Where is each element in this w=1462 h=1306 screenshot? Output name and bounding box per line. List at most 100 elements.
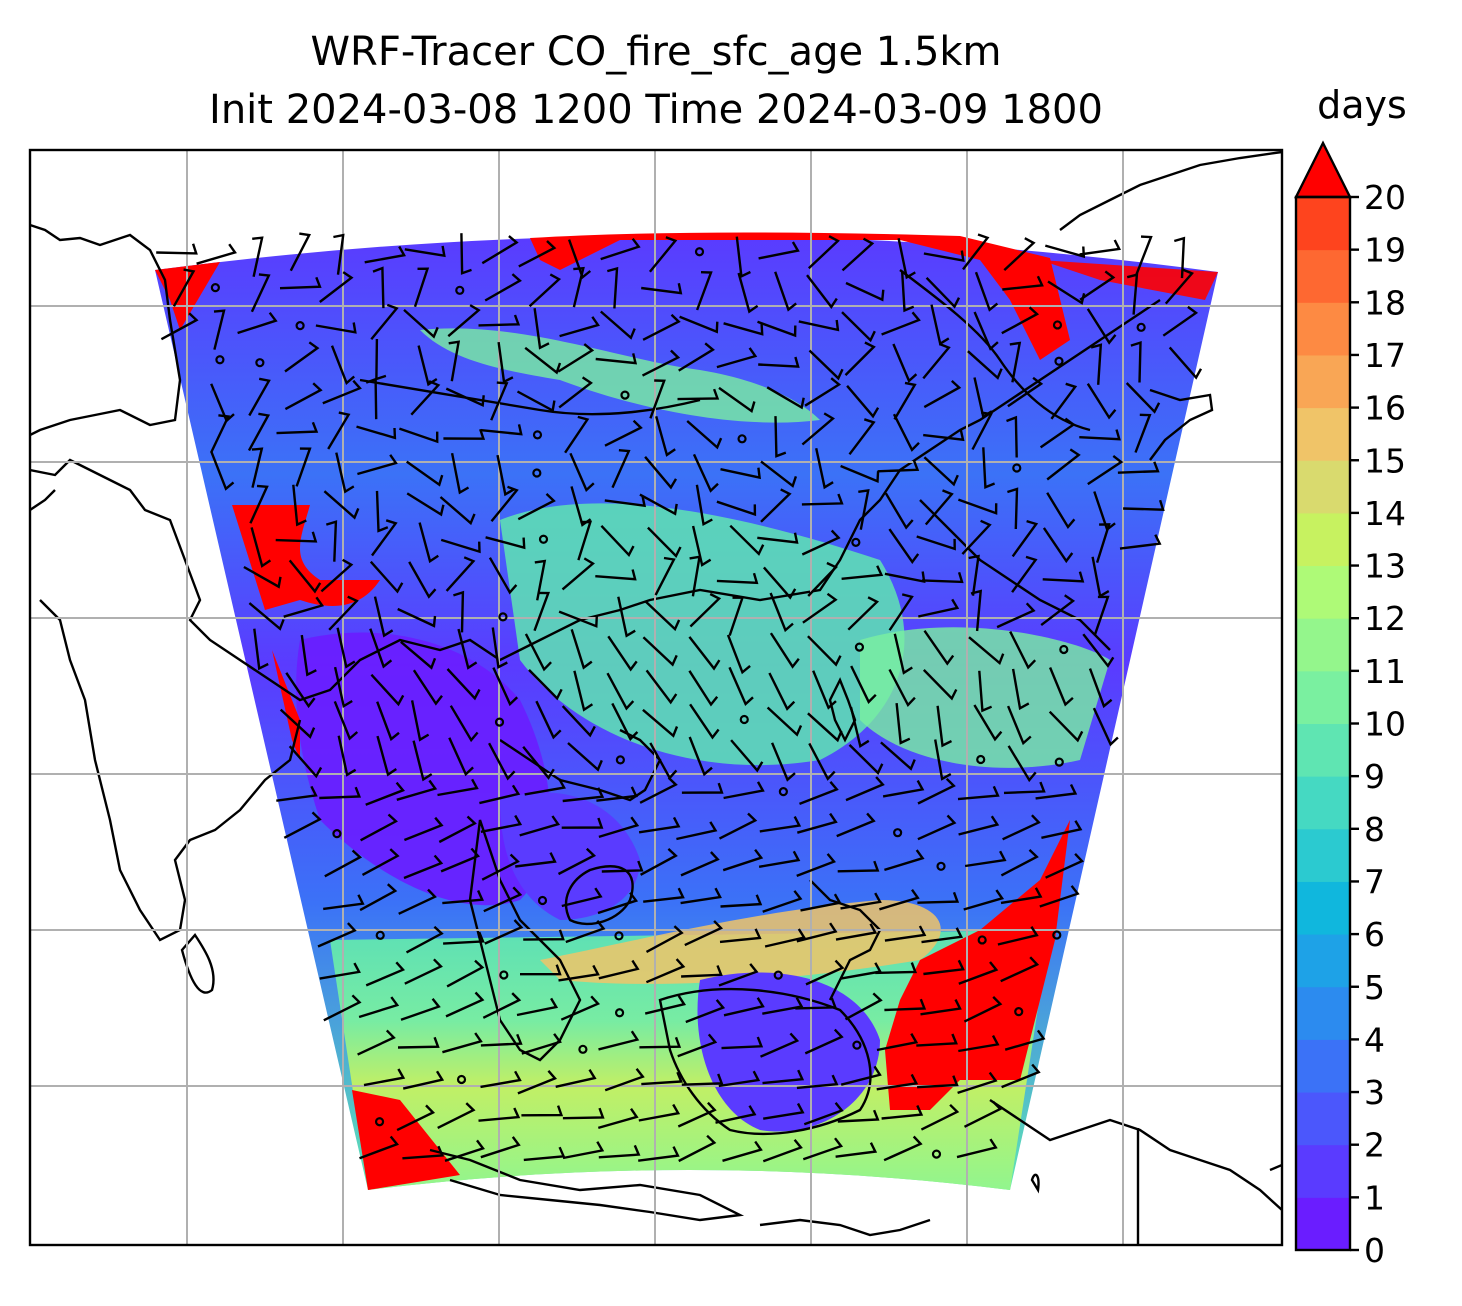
wind-barb: [572, 266, 585, 308]
wind-barb: [396, 1104, 436, 1132]
wind-barb: [963, 889, 1005, 911]
wind-barb: [762, 1069, 805, 1085]
wind-barb: [677, 1033, 718, 1058]
wind-barb: [1040, 594, 1076, 627]
wind-barb: [770, 742, 796, 782]
wind-barb: [922, 342, 951, 380]
wind-barb: [808, 349, 844, 381]
wind-barb: [478, 314, 521, 327]
wind-barb: [774, 271, 797, 312]
wind-barb: [490, 485, 519, 523]
wind-barb: [320, 558, 354, 593]
wind-barb: [723, 781, 765, 800]
wind-barb: [604, 1068, 645, 1092]
wind-barb: [762, 1138, 803, 1163]
wind-barb: [519, 815, 561, 837]
wind-barb: [840, 1065, 882, 1086]
wind-barb: [370, 303, 399, 341]
wind-barb: [681, 965, 723, 978]
wind-barb: [641, 283, 683, 295]
wind-barb: [917, 1075, 959, 1089]
wind-barb: [884, 998, 927, 1012]
calm-wind-marker: [1054, 757, 1064, 767]
wind-barb: [798, 319, 840, 332]
wind-barb: [279, 708, 316, 739]
calm-wind-marker: [1014, 1007, 1024, 1017]
calm-wind-marker: [1052, 320, 1063, 330]
wind-barb: [448, 737, 474, 777]
wind-barb: [480, 1033, 523, 1047]
wind-barb: [685, 999, 726, 1024]
wind-barb: [478, 1107, 521, 1122]
wind-barb: [1045, 852, 1085, 879]
wind-barb: [1088, 668, 1113, 709]
wind-barb: [535, 700, 562, 740]
wind-barb: [156, 243, 198, 255]
wind-barb: [895, 702, 911, 745]
wind-barb: [881, 311, 921, 336]
colorbar-tick-label: 8: [1364, 810, 1385, 849]
colorbar-tick-label: 17: [1364, 336, 1406, 375]
wind-barb: [319, 786, 362, 800]
wind-barb: [893, 633, 913, 675]
wind-barb: [446, 668, 481, 701]
colorbar-segment: [1296, 354, 1350, 409]
wind-barb: [639, 1036, 682, 1049]
wind-barb: [598, 816, 640, 839]
southern-orange-band: [540, 900, 941, 984]
wind-barb: [688, 736, 713, 777]
wind-barb: [606, 672, 635, 711]
wind-barb: [845, 776, 885, 802]
southern-age-band: [330, 930, 1050, 1190]
wind-barb: [1006, 415, 1018, 458]
wind-barb: [1046, 448, 1081, 481]
wind-barb: [370, 673, 405, 707]
map-frame: [28, 148, 1284, 1247]
wind-barb: [371, 519, 398, 557]
wind-barb: [917, 777, 956, 805]
wind-barb: [1000, 849, 1039, 877]
colorbar-segment: [1296, 723, 1350, 777]
wind-barb: [920, 999, 962, 1016]
wind-barb: [715, 1105, 757, 1124]
colorbar-segment: [1296, 881, 1350, 935]
wind-barb: [681, 1073, 724, 1086]
wind-barb: [1011, 555, 1038, 593]
wind-barb: [413, 267, 430, 308]
wind-barb: [598, 1030, 640, 1051]
wind-barb: [795, 997, 838, 1010]
red-region-southeast: [885, 820, 1070, 1110]
calm-wind-marker: [295, 321, 305, 331]
wind-barb: [850, 665, 877, 704]
colorbar-tick-label: 16: [1364, 389, 1406, 428]
wind-barb: [358, 996, 400, 1019]
wind-barb: [648, 236, 678, 273]
wind-barb: [1000, 887, 1043, 905]
wind-barb: [840, 464, 880, 483]
wind-barb: [835, 1142, 878, 1158]
wind-barb: [758, 356, 800, 368]
wind-barb: [847, 596, 880, 631]
wind-barb: [406, 492, 445, 517]
wind-barb: [638, 816, 681, 834]
wind-barb: [924, 489, 954, 526]
wind-barb: [252, 236, 264, 278]
wind-barb: [1007, 487, 1019, 530]
wind-barb: [365, 781, 405, 806]
wind-barb: [570, 629, 593, 670]
wind-barb: [405, 925, 444, 954]
wind-barb: [718, 1070, 761, 1088]
calm-wind-marker: [498, 612, 508, 622]
wind-barb: [958, 1035, 1000, 1053]
wind-barb: [1117, 461, 1160, 474]
wind-barb: [642, 313, 681, 341]
wind-barb: [558, 964, 600, 982]
wind-barb: [237, 311, 278, 335]
wind-barb: [923, 456, 959, 487]
wind-barb: [678, 1134, 717, 1163]
wind-barb: [442, 1032, 483, 1054]
red-region-north-strip: [530, 232, 1070, 360]
wind-barb: [643, 887, 685, 903]
wind-barb: [565, 920, 606, 944]
calm-wind-marker: [977, 935, 987, 945]
